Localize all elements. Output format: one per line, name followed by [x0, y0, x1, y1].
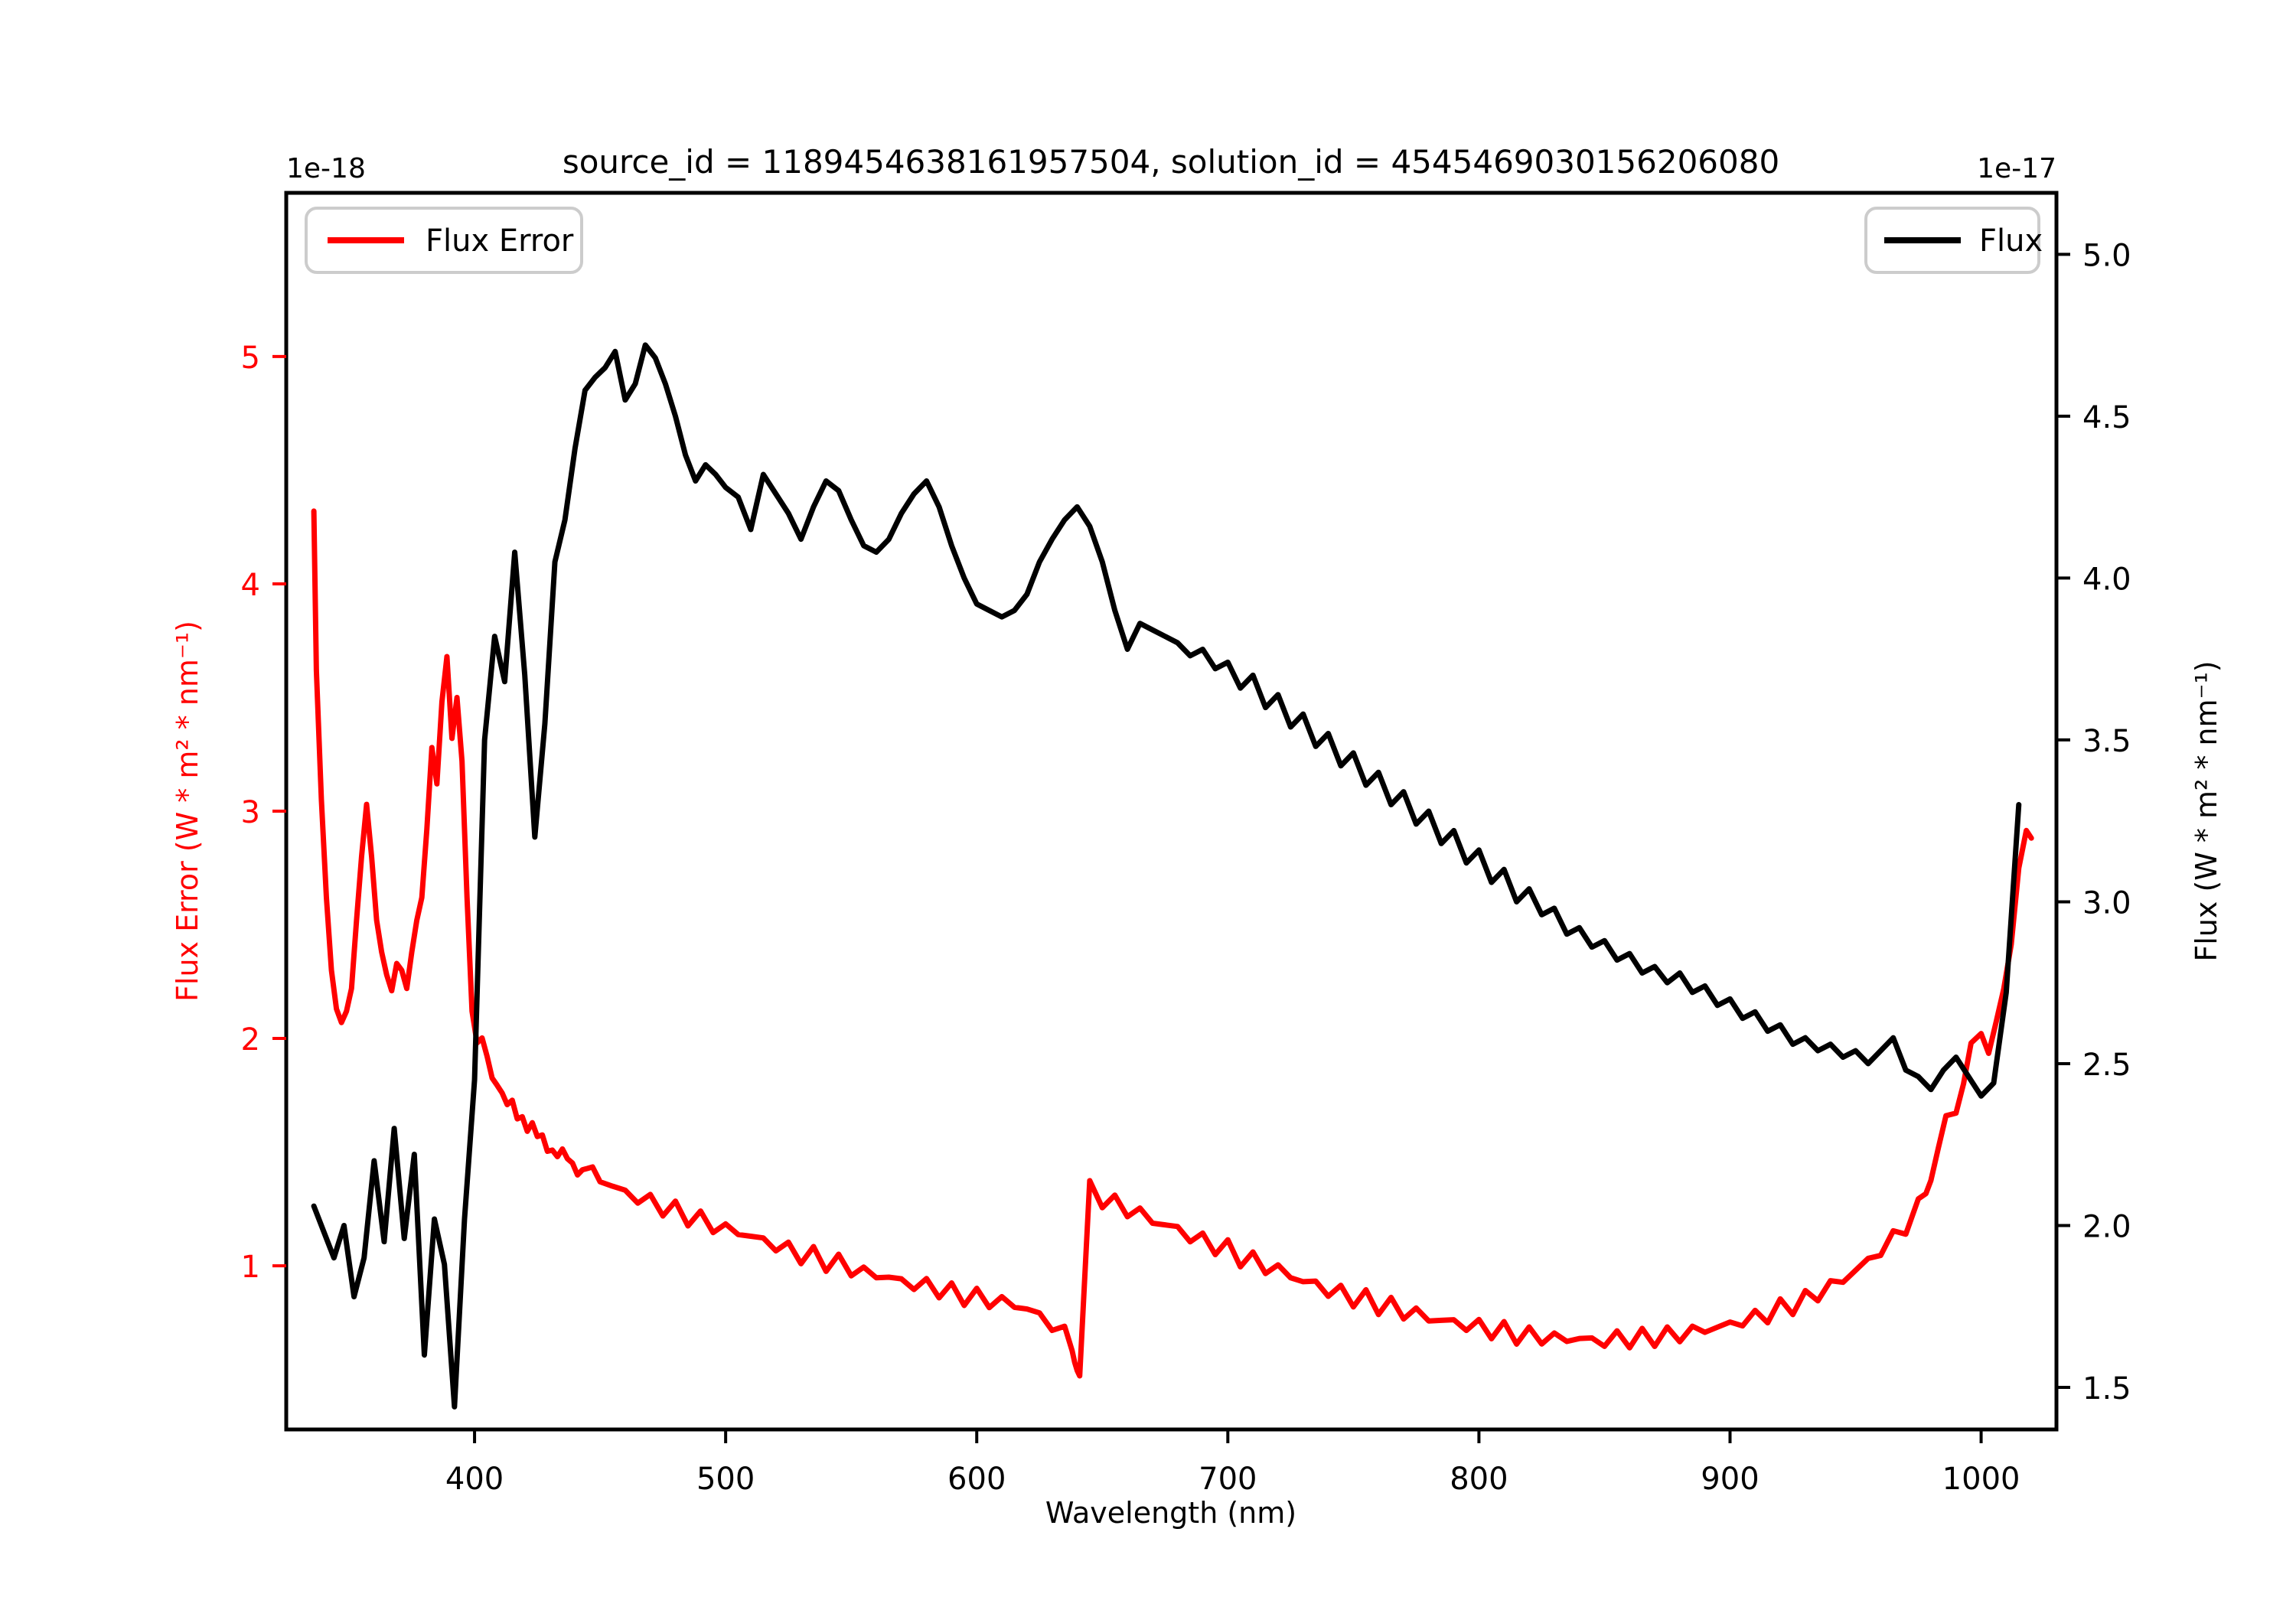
right-y-tick-label: 4.0	[2082, 562, 2131, 597]
x-tick-label: 800	[1450, 1462, 1508, 1497]
flux-error-line	[311, 508, 2034, 1379]
plot-area-background	[286, 193, 2056, 1429]
x-axis-ticks: 400 500 600 700 800 900 1000	[445, 1429, 2020, 1497]
right-y-tick-label: 3.0	[2082, 885, 2131, 921]
left-axis-offset-text: 1e-18	[286, 153, 366, 184]
right-axis-offset-text: 1e-17	[1977, 153, 2056, 184]
left-y-tick-label: 2	[241, 1022, 260, 1058]
x-tick-label: 500	[696, 1462, 755, 1497]
x-tick-label: 600	[947, 1462, 1006, 1497]
left-y-tick-label: 3	[241, 795, 260, 830]
left-y-tick-label: 1	[241, 1250, 260, 1285]
legend-flux-error-box	[305, 207, 583, 274]
left-y-tick-label: 4	[241, 568, 260, 603]
legend-flux-error[interactable]: Flux Error	[305, 207, 583, 274]
x-tick-label: 700	[1199, 1462, 1257, 1497]
x-tick-label: 1000	[1942, 1462, 2020, 1497]
flux-line	[311, 342, 2022, 1410]
left-y-axis-label: Flux Error (W * m² * nm⁻¹)	[171, 621, 204, 1002]
right-y-tick-label: 5.0	[2082, 238, 2131, 273]
right-y-axis-ticks: 1.5 2.0 2.5 3.0 3.5 4.0 4.5 5.0	[2056, 238, 2131, 1407]
x-axis-label: Wavelength (nm)	[1045, 1496, 1296, 1530]
right-y-tick-label: 2.0	[2082, 1209, 2131, 1244]
right-y-tick-label: 3.5	[2082, 724, 2131, 759]
legend-flux-label: Flux	[1979, 223, 2043, 259]
chart-title: source_id = 1189454638161957504, solutio…	[563, 143, 1779, 181]
legend-flux[interactable]: Flux	[1864, 207, 2043, 274]
right-y-tick-label: 1.5	[2082, 1371, 2131, 1407]
axes-spines	[284, 191, 2059, 1432]
plot-frame	[284, 191, 2059, 1432]
right-y-tick-label: 2.5	[2082, 1048, 2131, 1083]
right-y-axis-label: Flux (W * m² * nm⁻¹)	[2190, 660, 2223, 961]
left-y-axis-ticks: 1 2 3 4 5	[241, 341, 286, 1285]
legend-flux-error-label: Flux Error	[426, 223, 574, 259]
right-y-tick-label: 4.5	[2082, 400, 2131, 435]
x-tick-label: 900	[1701, 1462, 1759, 1497]
left-y-tick-label: 5	[241, 341, 260, 376]
series-group	[311, 342, 2034, 1410]
x-tick-label: 400	[445, 1462, 504, 1497]
